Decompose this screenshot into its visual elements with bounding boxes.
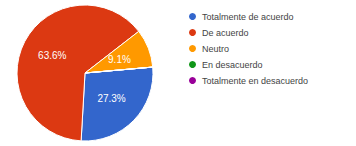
svg-text:27.3%: 27.3% (97, 93, 125, 104)
svg-text:Totalmente en desacuerdo: Totalmente en desacuerdo (202, 76, 308, 86)
svg-text:63.6%: 63.6% (38, 50, 66, 61)
svg-text:9.1%: 9.1% (108, 54, 131, 65)
svg-text:Totalmente de acuerdo: Totalmente de acuerdo (202, 12, 294, 22)
svg-text:Neutro: Neutro (202, 44, 229, 54)
svg-text:En desacuerdo: En desacuerdo (202, 60, 263, 70)
svg-text:De acuerdo: De acuerdo (202, 28, 249, 38)
